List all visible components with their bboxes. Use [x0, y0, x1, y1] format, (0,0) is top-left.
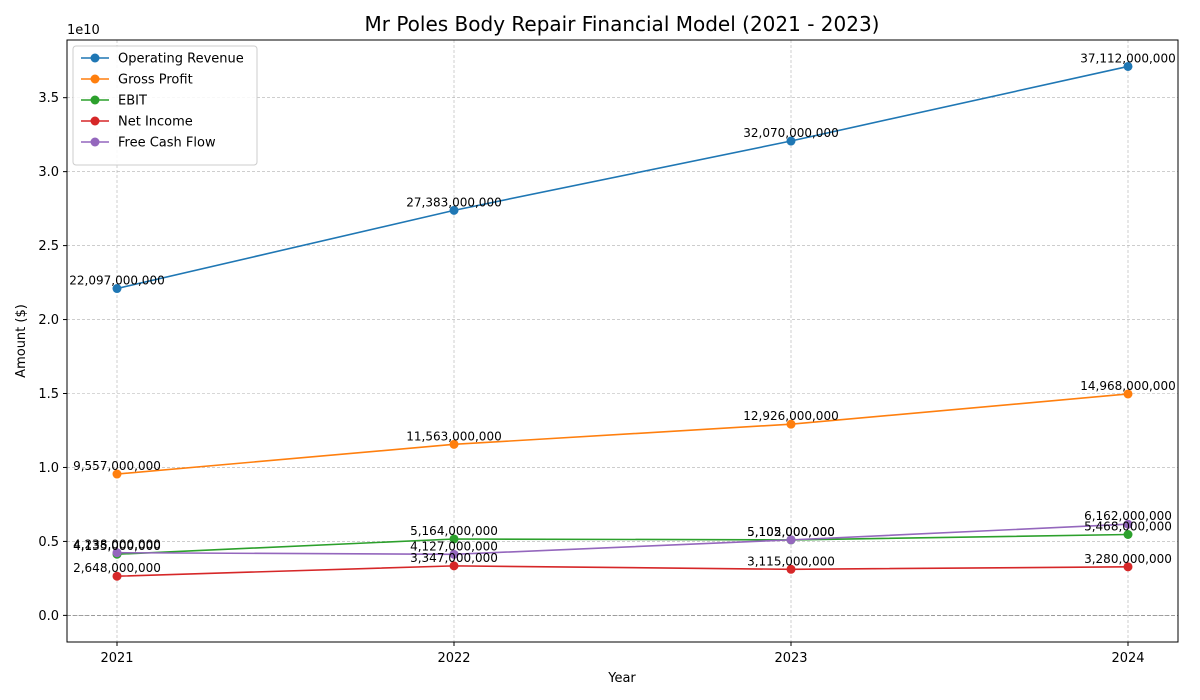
- data-label: 14,968,000,000: [1080, 379, 1175, 393]
- y-axis-label: Amount ($): [14, 304, 29, 378]
- data-label: 2,648,000,000: [73, 561, 161, 575]
- data-point: [1123, 562, 1133, 572]
- legend: Operating Revenue Gross Profit EBIT Net Inc…: [72, 45, 258, 166]
- data-point: [786, 136, 796, 146]
- data-label: 6,162,000,000: [1084, 509, 1172, 523]
- data-label: 11,563,000,000: [406, 429, 501, 443]
- legend-swatch-marker: [90, 116, 100, 126]
- data-point: [112, 571, 122, 581]
- data-point: [449, 439, 459, 449]
- data-point: [1123, 61, 1133, 71]
- x-tick-label: 2021: [100, 651, 133, 666]
- data-label: 32,070,000,000: [743, 126, 838, 140]
- x-axis-label: Year: [607, 671, 636, 686]
- data-label: 5,105,000,000: [747, 525, 835, 539]
- chart-title: Mr Poles Body Repair Financial Model (20…: [365, 12, 880, 36]
- data-point: [786, 419, 796, 429]
- legend-swatch-marker: [90, 95, 100, 105]
- y-tick-label: 3.5: [38, 91, 59, 106]
- data-labels: 22,097,000,000 27,383,000,000 32,070,000,0…: [69, 51, 1175, 575]
- data-point: [786, 564, 796, 574]
- data-point: [786, 535, 796, 545]
- data-label: 22,097,000,000: [69, 274, 164, 288]
- legend-entry: EBIT: [118, 94, 147, 109]
- x-tick-label: 2024: [1111, 651, 1144, 666]
- y-tick-label: 1.0: [38, 461, 59, 476]
- data-label: 27,383,000,000: [406, 195, 501, 209]
- data-point: [112, 469, 122, 479]
- y-tick-label: 1.5: [38, 387, 59, 402]
- legend-box: [72, 45, 258, 166]
- y-tick-label: 3.0: [38, 165, 59, 180]
- data-label: 3,115,000,000: [747, 554, 835, 568]
- data-point: [449, 549, 459, 559]
- series-line-0: [116, 65, 1129, 290]
- data-point: [112, 284, 122, 294]
- data-label: 4,135,000,000: [73, 539, 161, 553]
- data-point: [1123, 389, 1133, 399]
- data-label: 5,102,000,000: [747, 525, 835, 539]
- y-tick-label: 2.0: [38, 313, 59, 328]
- data-label: 37,112,000,000: [1080, 51, 1175, 65]
- data-point: [1123, 529, 1133, 539]
- data-point: [449, 205, 459, 215]
- legend-entry: Gross Profit: [118, 73, 193, 88]
- data-label: 12,926,000,000: [743, 409, 838, 423]
- y-tick-label: 2.5: [38, 239, 59, 254]
- plot-frame: [66, 39, 1179, 643]
- data-point: [1123, 519, 1133, 529]
- data-label: 3,280,000,000: [1084, 552, 1172, 566]
- series-line-4: [116, 523, 1129, 556]
- legend-entry: Net Income: [118, 115, 193, 130]
- data-label: 3,347,000,000: [410, 551, 498, 565]
- legend-entry: Operating Revenue: [118, 52, 244, 67]
- axis-ticks: 2021 2022 2023 2024 0.0 0.5 1.0 1.5 2.0 2.5 3.0 3.5: [38, 91, 1144, 666]
- data-point: [449, 534, 459, 544]
- data-label: 5,468,000,000: [1084, 519, 1172, 533]
- series-line-2: [116, 533, 1129, 556]
- data-label: 5,164,000,000: [410, 524, 498, 538]
- data-label: 9,557,000,000: [73, 459, 161, 473]
- y-tick-label: 0.5: [38, 535, 59, 550]
- x-tick-label: 2022: [437, 651, 470, 666]
- x-tick-label: 2023: [774, 651, 807, 666]
- y-offset-label: 1e10: [67, 23, 100, 38]
- series-lines: [112, 61, 1133, 581]
- series-line-1: [116, 393, 1129, 475]
- data-point: [112, 548, 122, 558]
- legend-swatch-marker: [90, 53, 100, 63]
- legend-entry: Free Cash Flow: [118, 136, 216, 151]
- data-label: 4,127,000,000: [410, 539, 498, 553]
- legend-swatch-marker: [90, 137, 100, 147]
- y-tick-label: 0.0: [38, 609, 59, 624]
- legend-swatch-marker: [90, 74, 100, 84]
- series-line-3: [116, 565, 1129, 578]
- data-label: 4,238,000,000: [73, 538, 161, 552]
- data-point: [449, 561, 459, 571]
